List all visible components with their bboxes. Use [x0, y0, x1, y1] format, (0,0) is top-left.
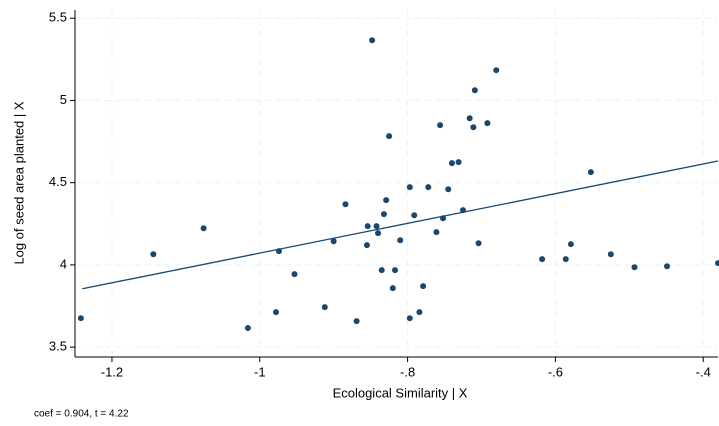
point	[150, 251, 157, 258]
y-tick-label: 5.5	[49, 10, 67, 25]
point	[397, 237, 404, 244]
point	[567, 241, 574, 248]
point	[455, 159, 462, 166]
x-axis-label: Ecological Similarity | X	[333, 385, 468, 400]
point	[425, 184, 432, 191]
y-tick-label: 4	[60, 256, 67, 271]
point	[416, 309, 423, 316]
point	[321, 304, 328, 311]
point	[448, 160, 455, 167]
point	[484, 120, 491, 127]
point	[200, 225, 207, 232]
point	[406, 184, 413, 191]
point	[445, 186, 452, 193]
point	[369, 37, 376, 44]
point	[420, 283, 427, 290]
point	[389, 285, 396, 292]
point	[375, 230, 382, 237]
point	[77, 315, 84, 322]
y-axis-label: Log of seed area planted | X	[11, 101, 26, 264]
point	[715, 260, 719, 267]
point	[470, 124, 477, 131]
point	[330, 238, 337, 245]
point	[342, 201, 349, 208]
x-tick-label: -.6	[548, 364, 563, 379]
point	[386, 133, 393, 140]
point	[493, 67, 500, 74]
y-tick-label: 3.5	[49, 339, 67, 354]
point	[631, 264, 638, 271]
note: coef = 0.904, t = 4.22	[34, 409, 129, 420]
x-tick-label: -1	[254, 364, 266, 379]
point	[607, 251, 614, 258]
point	[378, 267, 385, 274]
point	[380, 211, 387, 218]
x-tick-label: -.8	[400, 364, 415, 379]
x-tick-label: -.4	[696, 364, 711, 379]
point	[406, 315, 413, 322]
y-tick-label: 4.5	[49, 174, 67, 189]
point	[392, 267, 399, 274]
point	[437, 122, 444, 129]
point	[373, 223, 380, 230]
point	[475, 240, 482, 247]
point	[364, 223, 371, 230]
point	[562, 256, 569, 263]
point	[244, 325, 251, 332]
x-tick-label: -1.2	[101, 364, 123, 379]
point	[291, 271, 298, 278]
point	[353, 318, 360, 325]
point	[664, 263, 671, 270]
point	[433, 229, 440, 236]
point	[539, 256, 546, 263]
point	[411, 212, 418, 219]
point	[466, 115, 473, 122]
point	[383, 197, 390, 204]
fit-line	[82, 160, 719, 290]
point	[273, 309, 280, 316]
y-tick-label: 5	[60, 92, 67, 107]
point	[363, 242, 370, 249]
point	[587, 169, 594, 176]
point	[471, 87, 478, 94]
